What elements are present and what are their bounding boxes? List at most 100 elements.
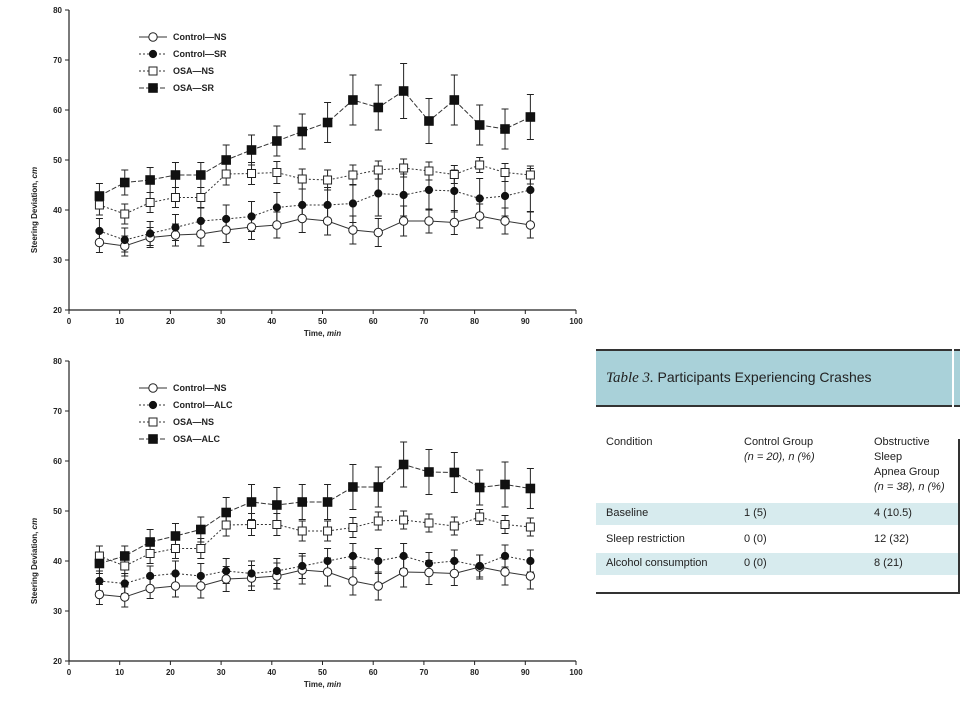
x-axis-label: Time, min <box>304 680 341 689</box>
data-point <box>525 220 536 230</box>
cell-osa: 4 (10.5) <box>874 507 912 519</box>
data-point <box>222 566 231 576</box>
data-point <box>348 95 358 105</box>
data-point <box>247 569 256 578</box>
data-point <box>146 229 155 238</box>
data-point <box>373 165 383 175</box>
data-point <box>323 175 333 185</box>
data-point <box>399 190 408 200</box>
data-point <box>374 189 383 198</box>
data-point <box>500 551 510 561</box>
y-tick-label: 80 <box>53 6 62 15</box>
data-point <box>170 544 180 553</box>
data-point <box>424 518 434 528</box>
data-point <box>196 571 205 581</box>
col-header-control: Control Group (n = 20), n (%) <box>744 435 815 465</box>
data-point <box>272 136 282 146</box>
data-point <box>525 170 535 180</box>
y-tick-label: 80 <box>53 357 62 366</box>
crash-table: Table 3. Participants Experiencing Crash… <box>596 349 960 597</box>
data-point <box>500 216 510 226</box>
data-point <box>94 200 104 210</box>
data-point <box>119 551 130 561</box>
data-point <box>424 166 434 176</box>
x-tick-label: 70 <box>419 317 428 326</box>
series-line <box>99 90 531 197</box>
y-axis-label: Steering Deviation, cm <box>30 167 39 253</box>
data-point <box>474 120 485 130</box>
data-point <box>297 126 308 137</box>
x-tick-label: 30 <box>217 668 226 677</box>
data-point <box>170 193 180 202</box>
x-tick-label: 10 <box>115 668 124 677</box>
y-tick-label: 40 <box>53 206 62 215</box>
data-point <box>399 515 409 525</box>
data-point <box>145 549 155 558</box>
x-tick-label: 40 <box>267 317 276 326</box>
cell-osa: 12 (32) <box>874 533 909 545</box>
data-point <box>348 576 358 586</box>
x-tick-label: 60 <box>369 317 378 326</box>
data-point <box>373 102 384 113</box>
series-line <box>99 215 531 247</box>
data-point <box>272 220 282 230</box>
series-line <box>99 189 531 241</box>
x-tick-label: 100 <box>569 668 583 677</box>
data-point <box>246 222 257 232</box>
data-point <box>94 237 105 248</box>
y-tick-label: 70 <box>53 407 62 416</box>
y-tick-label: 50 <box>53 156 62 165</box>
cell-osa: 8 (21) <box>874 557 903 569</box>
data-point <box>94 191 105 201</box>
data-point <box>525 483 536 494</box>
cell-condition: Sleep restriction <box>606 533 685 545</box>
data-point <box>323 526 333 536</box>
data-point <box>373 516 383 526</box>
data-point <box>196 216 205 226</box>
col-header-condition-text: Condition <box>606 436 653 448</box>
data-point <box>449 467 460 478</box>
x-tick-label: 20 <box>166 317 175 326</box>
x-tick-label: 50 <box>318 668 327 677</box>
legend-label: Control—NS <box>173 383 227 393</box>
y-tick-label: 20 <box>53 657 62 666</box>
data-point <box>500 168 510 177</box>
data-point <box>95 226 104 236</box>
data-point <box>120 561 130 571</box>
data-point <box>424 216 434 226</box>
data-point <box>449 568 460 579</box>
data-point <box>323 200 332 210</box>
data-point <box>145 537 155 547</box>
x-tick-label: 70 <box>419 668 428 677</box>
x-tick-label: 40 <box>267 668 276 677</box>
data-point <box>424 467 434 477</box>
data-point <box>525 112 536 122</box>
data-point <box>348 225 358 235</box>
cell-condition: Alcohol consumption <box>606 557 708 569</box>
data-point <box>374 556 383 566</box>
data-point <box>525 571 536 581</box>
data-point <box>170 170 181 180</box>
data-point <box>323 556 332 566</box>
data-point <box>398 459 409 470</box>
x-tick-label: 20 <box>166 668 175 677</box>
data-point <box>221 169 231 179</box>
col-header-control-line2: (n = 20), n (%) <box>744 451 815 463</box>
y-axis-label: Steering Deviation, cm <box>30 518 39 604</box>
data-point <box>94 558 105 569</box>
data-point <box>398 216 409 226</box>
data-point <box>475 561 484 571</box>
data-point <box>221 520 231 530</box>
legend-marker <box>148 417 158 427</box>
data-point <box>449 217 460 228</box>
legend-label: OSA—NS <box>173 66 214 76</box>
y-tick-label: 30 <box>53 607 62 616</box>
data-point <box>247 520 257 529</box>
data-point <box>424 567 434 578</box>
data-point <box>196 229 206 239</box>
legend-marker <box>148 383 158 393</box>
data-point <box>526 556 535 566</box>
table-title-text: Participants Experiencing Crashes <box>657 369 872 385</box>
data-point <box>196 581 206 591</box>
y-tick-label: 70 <box>53 56 62 65</box>
